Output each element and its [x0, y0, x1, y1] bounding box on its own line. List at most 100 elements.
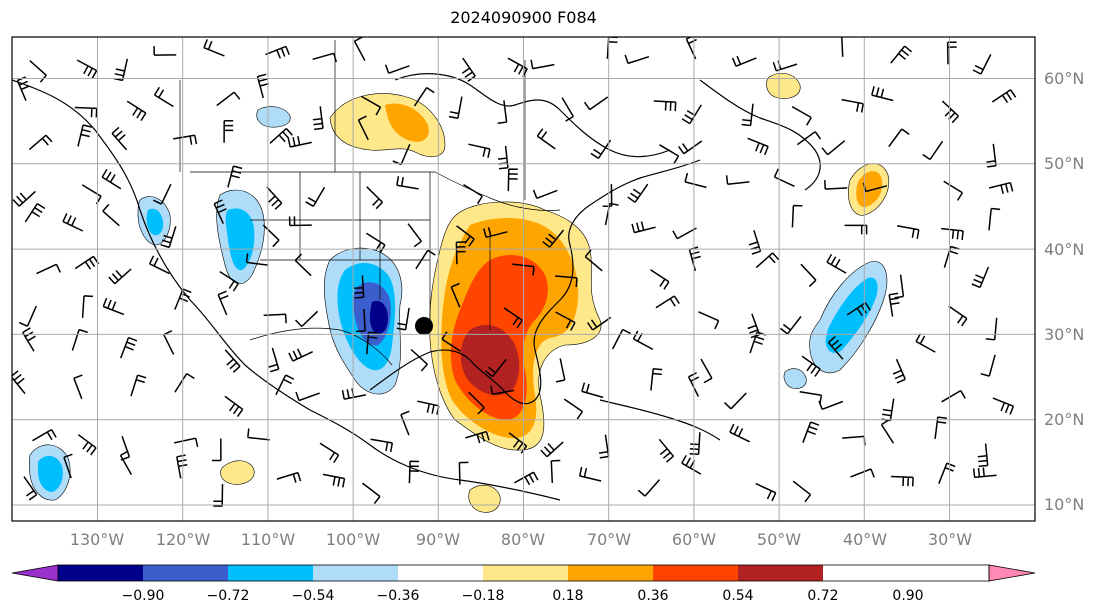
wind-barb — [357, 115, 369, 141]
colorbar-segment — [738, 565, 823, 581]
wind-barb — [441, 331, 462, 352]
wind-barb — [791, 105, 812, 126]
wind-barb — [366, 186, 384, 210]
lon-label: 50°W — [757, 530, 801, 549]
colorbar-extend-max — [988, 564, 1036, 582]
wind-barb — [63, 453, 73, 479]
lon-label: 70°W — [587, 530, 631, 549]
wind-barb — [62, 213, 84, 232]
wind-barb — [681, 104, 702, 125]
wind-barb — [871, 86, 894, 102]
wind-barb — [611, 328, 632, 350]
anomaly-region-bc-light — [256, 106, 291, 128]
wind-barb — [650, 367, 663, 391]
wind-barb — [265, 45, 290, 59]
wind-barb — [268, 347, 280, 373]
wind-barb — [295, 391, 320, 402]
coastlines — [12, 73, 821, 501]
wind-barb — [410, 348, 428, 372]
wind-barb — [915, 333, 936, 353]
wind-barb — [450, 282, 461, 308]
wind-barb — [972, 467, 997, 479]
lat-label: 60°N — [1044, 69, 1084, 88]
anomaly-region-bahamas-light — [783, 368, 807, 389]
wind-barb — [483, 227, 508, 239]
wind-barb — [555, 275, 578, 287]
colorbar-segment — [58, 565, 143, 581]
wind-barb — [826, 254, 847, 274]
wind-barb — [269, 127, 293, 144]
colorbar-tick-label: −0.18 — [462, 588, 505, 604]
wind-barb — [943, 180, 964, 201]
wind-barbs — [12, 37, 1017, 507]
wind-barb — [173, 134, 198, 145]
wind-barb — [891, 475, 914, 487]
wind-barb — [972, 53, 992, 75]
colorbar-tick-label: −0.54 — [292, 588, 335, 604]
anomaly-region-hudson-orange — [385, 103, 429, 142]
wind-barb — [366, 331, 378, 355]
anomaly-region-pacnw-blue — [146, 208, 164, 236]
wind-barb — [275, 374, 295, 396]
wind-barb — [934, 416, 947, 439]
wind-barb — [276, 471, 302, 483]
wind-barb — [219, 270, 239, 292]
wind-barb — [456, 225, 475, 247]
wind-barb — [624, 54, 650, 65]
wind-barb — [988, 181, 1014, 194]
wind-barb — [322, 473, 346, 488]
anomaly-region-southeast-darkred — [460, 325, 520, 396]
wind-barb — [583, 96, 609, 111]
wind-barb — [800, 263, 817, 287]
colorbar-segment — [313, 565, 398, 581]
lon-label: 110°W — [241, 530, 296, 549]
wind-barb — [73, 374, 83, 400]
wind-barb — [747, 137, 769, 156]
wind-barb — [725, 175, 750, 185]
wind-barb — [24, 202, 46, 223]
wind-barb — [465, 430, 490, 444]
wind-barb — [540, 441, 564, 458]
wind-barb — [362, 482, 381, 505]
wind-barb — [312, 106, 324, 131]
wind-barb — [119, 336, 138, 359]
wind-barb — [922, 140, 944, 161]
wind-barb — [174, 437, 199, 448]
colorbar-extend-min — [11, 564, 59, 582]
wind-barb — [850, 468, 875, 478]
wind-barb — [74, 106, 98, 118]
wind-barb — [413, 86, 435, 107]
wind-barb — [731, 55, 757, 67]
wind-barb — [245, 253, 269, 266]
colorbar-segment — [568, 565, 653, 581]
wind-barb — [941, 227, 964, 240]
wind-barb — [700, 358, 713, 384]
wind-barb — [71, 328, 88, 351]
wind-barb — [463, 183, 483, 205]
wind-barb — [305, 186, 326, 207]
wind-barb — [827, 336, 844, 360]
wind-barb — [370, 438, 394, 453]
wind-barb — [148, 255, 170, 275]
wind-barb — [213, 484, 224, 507]
wind-barb — [536, 128, 556, 150]
wind-barb — [32, 428, 57, 442]
wind-barb — [773, 168, 795, 187]
wind-barb — [341, 388, 366, 400]
wind-barb — [408, 460, 420, 484]
lat-label: 40°N — [1044, 240, 1084, 259]
wind-barb — [288, 348, 314, 362]
wind-barb — [396, 176, 419, 190]
wind-barb — [988, 207, 1001, 231]
wind-barb — [655, 295, 680, 309]
wind-barb — [550, 459, 561, 483]
wind-barb — [677, 140, 703, 155]
wind-barb — [217, 290, 229, 316]
wind-barb — [153, 46, 177, 56]
wind-barb — [896, 225, 920, 239]
wind-barb — [113, 58, 129, 82]
map-gridlines — [12, 37, 1035, 521]
wind-barb — [890, 45, 913, 64]
wind-barb — [119, 450, 133, 475]
lon-label: 120°W — [156, 530, 211, 549]
